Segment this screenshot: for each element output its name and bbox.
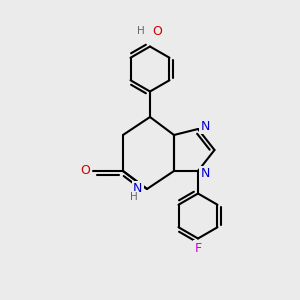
Text: H: H: [137, 26, 145, 37]
Text: O: O: [152, 25, 162, 38]
Text: N: N: [200, 167, 210, 180]
Text: N: N: [200, 120, 210, 133]
Text: H: H: [130, 192, 137, 203]
Text: O: O: [81, 164, 90, 178]
Text: F: F: [194, 242, 202, 255]
Text: N: N: [133, 182, 142, 196]
